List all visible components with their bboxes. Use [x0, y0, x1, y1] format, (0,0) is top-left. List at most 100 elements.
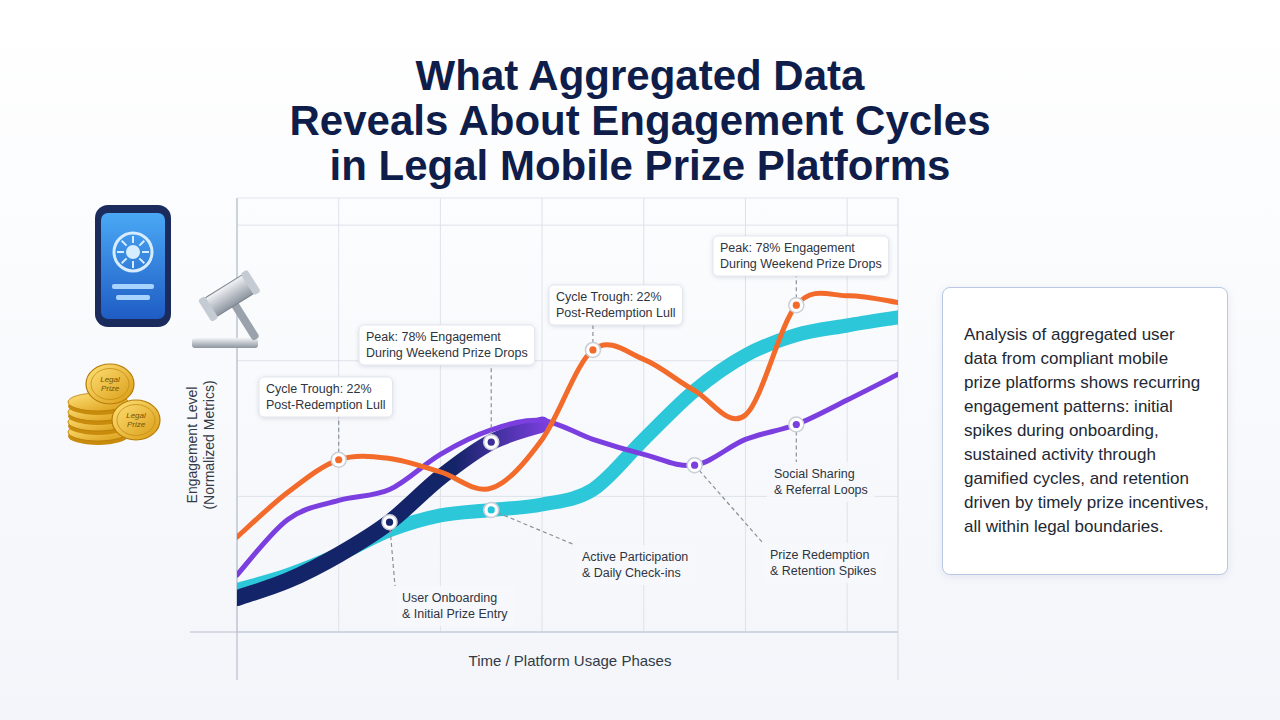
annotation-text: Active Participation & Daily Check-ins	[582, 550, 688, 580]
frame-top	[237, 198, 898, 199]
marker-group	[789, 417, 804, 432]
text-line: (Normalized Metrics)	[201, 380, 217, 509]
annotation-text: Social Sharing& Referral Loops	[774, 467, 868, 497]
phone-spoke	[139, 241, 144, 246]
annotation-box	[395, 586, 515, 626]
marker-core	[793, 302, 800, 309]
series-line	[237, 424, 542, 598]
annotation: Prize Redemption& Retention Spikes	[763, 543, 883, 583]
marker	[484, 435, 499, 450]
text-line: Peak: 78% Engagement	[720, 241, 855, 255]
text-box-text: Analysis of aggregated user data from co…	[964, 323, 1209, 539]
leader-line	[491, 510, 575, 545]
marker	[382, 515, 397, 530]
plot-marks	[237, 293, 898, 598]
text-line: Engagement Level	[184, 387, 200, 504]
phone-line	[116, 295, 150, 300]
annotation-text: User Onboarding & Initial Prize Entry	[402, 591, 508, 621]
annotation-text: Peak: 78% Engagement During Weekend Prize…	[366, 330, 528, 360]
marker-group	[484, 502, 499, 517]
text-line: User Onboarding	[402, 591, 497, 605]
marker-core	[589, 346, 596, 353]
markers	[331, 298, 804, 530]
y-axis-line	[236, 198, 237, 680]
phone-spoke	[122, 258, 127, 263]
coin-rim	[117, 405, 155, 436]
marker-core	[488, 439, 495, 446]
text-box: Analysis of aggregated user data from co…	[942, 287, 1228, 575]
leaders	[339, 276, 797, 586]
phone-spoke	[132, 261, 134, 268]
annotation: Cycle Trough: 22% Post-Redemption Lull	[549, 285, 683, 325]
annotation-box	[575, 545, 695, 585]
marker-group	[484, 435, 499, 450]
annotation-text: Cycle Trough: 22% Post-Redemption Lull	[266, 382, 386, 412]
coin-rim	[91, 369, 129, 400]
text-line: & Retention Spikes	[770, 564, 876, 578]
text-line: Active Participation	[582, 550, 688, 564]
grid-line-x	[440, 198, 441, 632]
text-line: Time / Platform Usage Phases	[469, 652, 672, 669]
phone-dial	[114, 233, 152, 271]
annotation: Peak: 78% Engagement During Weekend Prize…	[359, 325, 535, 365]
y-axis-title: Engagement Level(Normalized Metrics)	[184, 380, 217, 509]
marker-group	[687, 458, 702, 473]
annotation-text: Prize Redemption& Retention Spikes	[770, 548, 876, 578]
annotation-box	[767, 462, 875, 502]
leader-line	[390, 522, 395, 586]
phone-spoke	[122, 241, 127, 246]
marker	[789, 417, 804, 432]
text-line: in Legal Mobile Prize Platforms	[330, 142, 951, 189]
marker-group	[585, 342, 600, 357]
annotation: Active Participation & Daily Check-ins	[575, 545, 695, 585]
coin-face	[86, 364, 134, 404]
text-line: & Referral Loops	[774, 483, 868, 497]
text-line: During Weekend Prize Drops	[366, 346, 528, 360]
gavel-cap	[198, 296, 219, 322]
text-line: Reveals About Engagement Cycles	[290, 97, 991, 144]
phone-body	[95, 205, 171, 327]
text-line: Post-Redemption Lull	[556, 306, 676, 320]
coin-face	[112, 400, 160, 440]
annotation-text: Peak: 78% Engagement During Weekend Prize…	[720, 241, 882, 271]
grid-line-x	[542, 198, 543, 632]
marker	[484, 502, 499, 517]
text-line: Legal	[100, 375, 120, 384]
coin-label: LegalPrize	[126, 411, 146, 429]
grid-line-y	[237, 360, 898, 361]
annotation-box	[359, 325, 535, 365]
marker-core	[691, 462, 698, 469]
annotation-box	[763, 543, 883, 583]
frame-right	[898, 198, 899, 680]
phone-dial-core	[126, 245, 140, 259]
chart-title: What Aggregated DataReveals About Engage…	[290, 52, 991, 189]
text-line: Prize	[127, 420, 146, 429]
text-line: Post-Redemption Lull	[266, 398, 386, 412]
text-line: Peak: 78% Engagement	[366, 330, 501, 344]
marker-group	[331, 452, 346, 467]
marker	[331, 452, 346, 467]
annotation-box	[259, 377, 393, 417]
annotation-box	[549, 285, 683, 325]
gavel	[198, 269, 281, 354]
marker-core	[793, 421, 800, 428]
annotation-text: Cycle Trough: 22% Post-Redemption Lull	[556, 290, 676, 320]
text-line: During Weekend Prize Drops	[720, 257, 882, 271]
coin-label: LegalPrize	[100, 375, 120, 393]
marker-group	[789, 298, 804, 313]
text-line: & Initial Prize Entry	[402, 607, 508, 621]
text-line: Prize	[101, 384, 120, 393]
gavel-cap	[240, 269, 261, 295]
phone-screen	[101, 213, 165, 319]
text-line: Cycle Trough: 22%	[556, 290, 662, 304]
text-line: Cycle Trough: 22%	[266, 382, 372, 396]
marker-core	[335, 456, 342, 463]
marker-core	[386, 519, 393, 526]
series-line	[237, 293, 898, 537]
leader-line	[491, 365, 492, 442]
phone-spoke	[117, 251, 124, 253]
text-line: Legal	[126, 411, 146, 420]
text-line: & Daily Check-ins	[582, 566, 681, 580]
phone-line	[112, 284, 154, 289]
marker	[585, 342, 600, 357]
